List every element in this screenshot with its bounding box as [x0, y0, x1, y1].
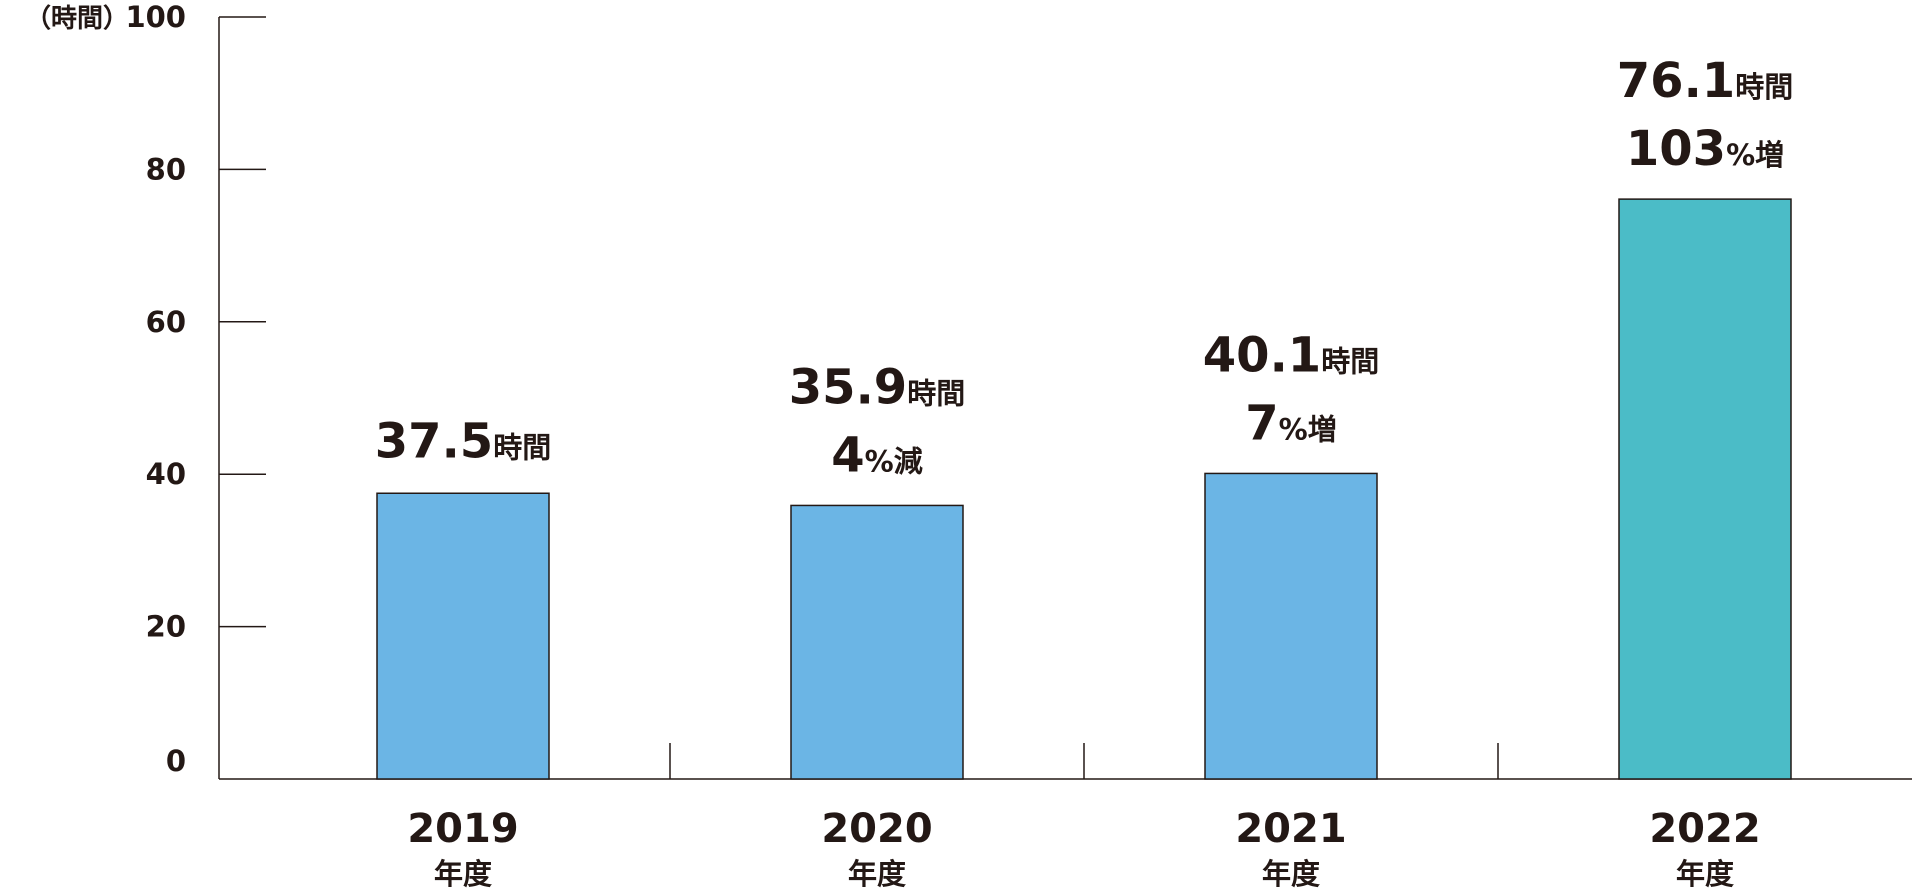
category-suffix-label: 年度 [434, 857, 492, 891]
change-number: 4 [831, 427, 864, 483]
y-tick-label: 60 [146, 305, 186, 339]
category-suffix-label: 年度 [1262, 857, 1320, 891]
bar-2022 [1618, 198, 1792, 780]
change-label: 4%減 [831, 427, 922, 483]
category-year-label: 2020 [821, 806, 932, 852]
chart-axes: 0 20 40 60 80 100（時間） [25, 0, 1912, 780]
value-unit: 時間 [493, 430, 551, 464]
bar-2019 [376, 492, 550, 780]
y-axis-unit-label: （時間） [25, 4, 129, 34]
value-number: 40.1 [1203, 327, 1321, 383]
change-number: 7 [1245, 395, 1278, 451]
change-word: 増 [1308, 412, 1337, 446]
value-unit: 時間 [1321, 344, 1379, 378]
chart-category-labels: 2019 年度 2020 年度 2021 年度 2022 年度 [407, 806, 1760, 891]
change-percent-sign: % [1726, 138, 1755, 172]
value-unit: 時間 [907, 376, 965, 410]
category-suffix-label: 年度 [1676, 857, 1734, 891]
category-year-label: 2021 [1235, 806, 1346, 852]
change-number: 103 [1626, 121, 1726, 177]
y-tick-label: 100 [125, 0, 186, 34]
change-word: 減 [894, 444, 923, 478]
value-label: 37.5時間 [375, 413, 551, 469]
category-year-label: 2022 [1649, 806, 1760, 852]
change-label: 103%増 [1626, 121, 1784, 177]
value-label: 40.1時間 [1203, 327, 1379, 383]
change-word: 増 [1755, 138, 1784, 172]
value-label: 35.9時間 [789, 359, 965, 415]
bar-2021 [1204, 472, 1378, 780]
change-percent-sign: % [1279, 412, 1308, 446]
value-label: 76.1時間 [1617, 53, 1793, 109]
value-number: 35.9 [789, 359, 907, 415]
y-tick-label: 40 [146, 457, 186, 491]
value-number: 37.5 [375, 413, 493, 469]
y-tick-label: 80 [146, 152, 186, 186]
value-unit: 時間 [1735, 70, 1793, 104]
chart-bars [376, 198, 1792, 780]
change-percent-sign: % [865, 444, 894, 478]
change-label: 7%増 [1245, 395, 1336, 451]
bar-2020 [790, 504, 964, 780]
category-suffix-label: 年度 [848, 857, 906, 891]
y-tick-label: 0 [166, 744, 186, 778]
category-year-label: 2019 [407, 806, 518, 852]
y-tick-label: 20 [146, 610, 186, 644]
value-number: 76.1 [1617, 53, 1735, 109]
